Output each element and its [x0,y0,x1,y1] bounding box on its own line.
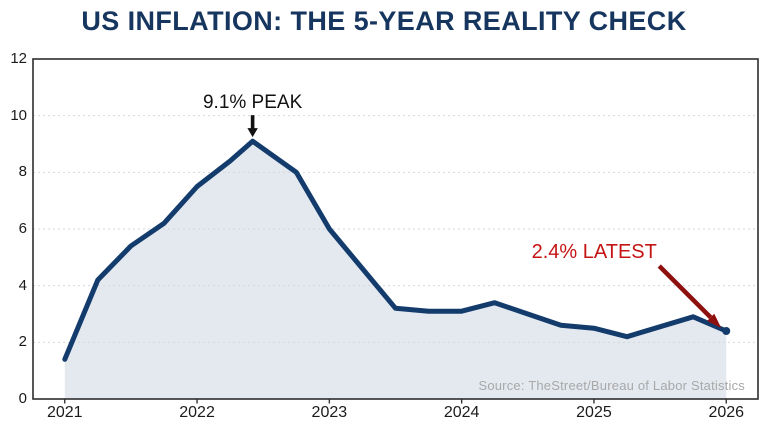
x-tick-label: 2026 [708,404,745,421]
chart-title: US INFLATION: THE 5-YEAR REALITY CHECK [81,6,687,36]
y-tick-label: 6 [18,220,27,237]
x-tick-label: 2024 [443,404,480,421]
x-tick-label: 2022 [179,404,215,421]
area-fill [64,141,727,399]
x-tick-label: 2025 [576,404,612,421]
y-tick-label: 2 [18,333,27,351]
inflation-line [62,138,729,362]
latest-arrow-icon [657,264,722,328]
y-tick-label: 0 [18,390,27,407]
latest-annotation-label: 2.4% LATEST [531,241,657,263]
latest-point-marker [722,327,731,335]
plot-border [32,58,759,400]
x-tick-label: 2023 [311,404,348,421]
y-tick-label: 8 [18,163,27,181]
x-tick-label: 2021 [46,404,83,421]
peak-annotation-label: 9.1% PEAK [202,92,303,114]
y-tick-label: 12 [10,50,27,67]
source-credit: Source: TheStreet/Bureau of Labor Statis… [478,378,745,393]
peak-arrow-icon [247,115,258,138]
y-tick-label: 4 [18,276,27,294]
y-tick-label: 10 [10,106,27,124]
